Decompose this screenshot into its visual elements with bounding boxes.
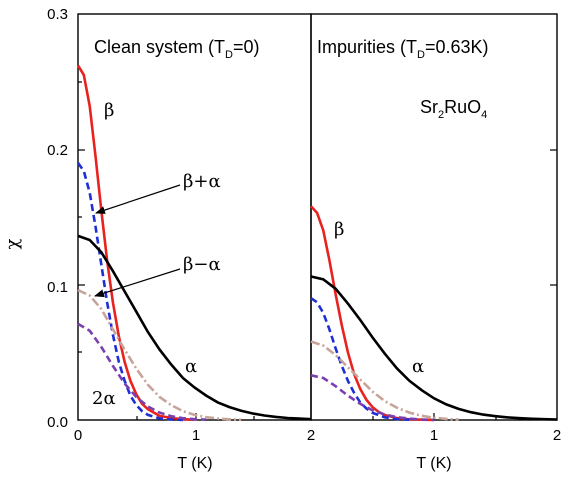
x-axis-title-right: T (K) bbox=[416, 455, 451, 472]
material-label-sub2: 4 bbox=[481, 109, 487, 121]
curve-left-beta bbox=[76, 64, 195, 421]
label-right-beta: β bbox=[334, 219, 344, 240]
x-tick-label-right-1: 1 bbox=[430, 427, 438, 444]
arrow-beta-plus-alpha bbox=[95, 184, 181, 214]
curve-right-beta-plus-alpha bbox=[310, 297, 410, 421]
curve-right-alpha bbox=[310, 275, 558, 421]
panel-left-title-main: Clean system (T bbox=[94, 37, 225, 57]
material-label-mid: RuO bbox=[444, 97, 481, 117]
panel-left-title-sub: D bbox=[225, 49, 233, 61]
panel-right-title-main: Impurities (T bbox=[317, 37, 417, 57]
panel-right-curves bbox=[310, 205, 558, 422]
curve-left-beta-minus-alpha bbox=[77, 288, 242, 421]
panel-right-title: Impurities (TD=0.63K) bbox=[317, 37, 489, 61]
x-axis-title-left: T (K) bbox=[177, 455, 212, 472]
y-axis-title: χ bbox=[2, 238, 23, 249]
x-tick-label-left-0: 0 bbox=[74, 427, 82, 444]
label-left-two-alpha: 2α bbox=[92, 388, 116, 409]
y-tick-label-3: 0.3 bbox=[47, 6, 68, 23]
curve-right-two-alpha bbox=[310, 374, 435, 422]
curve-left-beta-plus-alpha bbox=[76, 162, 183, 422]
material-label-sub1: 2 bbox=[438, 109, 444, 121]
panel-left-title: Clean system (TD=0) bbox=[94, 37, 260, 61]
y-tick-label-2: 0.2 bbox=[47, 142, 68, 159]
label-right-alpha: α bbox=[412, 356, 424, 377]
label-left-beta-minus-alpha: β−α bbox=[183, 254, 221, 275]
panel-left-curves bbox=[76, 64, 312, 422]
arrow-beta-minus-alpha bbox=[94, 268, 181, 298]
curve-left-two-alpha bbox=[77, 322, 207, 421]
x-tick-label-left-2: 2 bbox=[307, 427, 315, 444]
curve-right-beta bbox=[310, 205, 435, 422]
x-tick-label-left-1: 1 bbox=[192, 427, 200, 444]
y-tick-label-1: 0.1 bbox=[47, 279, 68, 296]
axis-ticks bbox=[78, 81, 557, 420]
panel-left-title-end: =0) bbox=[233, 37, 260, 57]
label-left-beta-plus-alpha: β+α bbox=[183, 171, 221, 192]
label-left-alpha: α bbox=[185, 356, 197, 377]
x-tick-label-right-2: 2 bbox=[553, 427, 561, 444]
curve-left-alpha bbox=[77, 234, 312, 421]
panel-right-frame bbox=[310, 13, 558, 421]
label-left-beta: β bbox=[104, 100, 114, 121]
material-label-main: Sr bbox=[420, 97, 438, 117]
panel-right-title-end: =0.63K) bbox=[425, 37, 489, 57]
panel-right-title-sub: D bbox=[417, 49, 425, 61]
y-tick-label-0: 0.0 bbox=[47, 414, 68, 431]
curve-right-beta-minus-alpha bbox=[310, 340, 459, 421]
material-label: Sr2RuO4 bbox=[420, 97, 487, 121]
